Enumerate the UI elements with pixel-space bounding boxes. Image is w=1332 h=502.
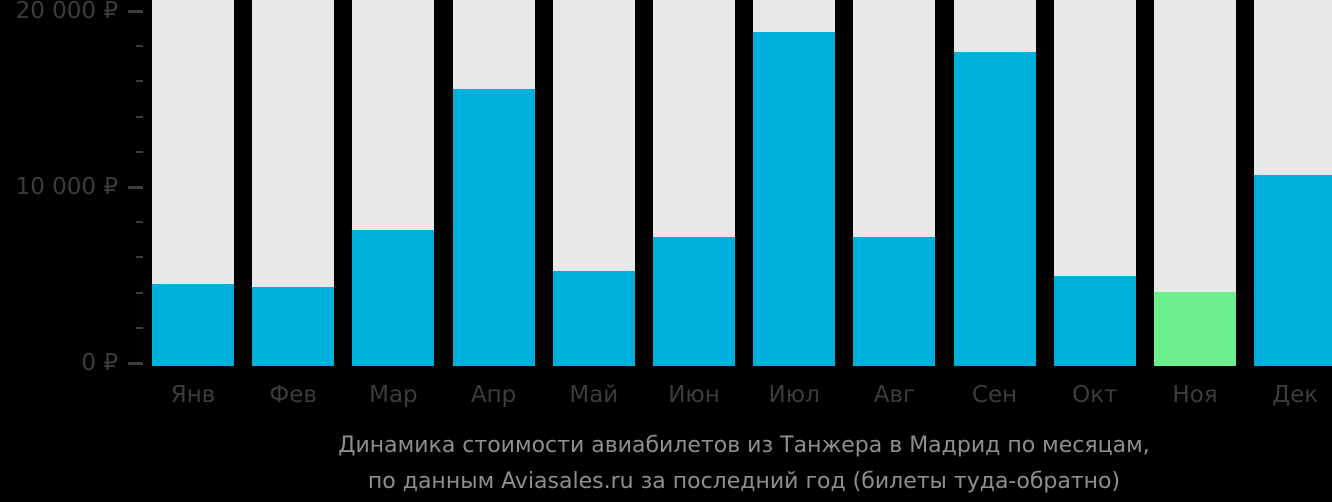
chart-title-line2: по данным Aviasales.ru за последний год … — [367, 469, 1121, 494]
y-axis-major-tick — [128, 362, 143, 365]
x-axis-label: Фев — [269, 382, 317, 408]
bar — [552, 271, 635, 366]
y-axis-label: 0 ₽ — [81, 350, 118, 376]
bar — [1254, 175, 1332, 366]
x-axis-label: Ноя — [1172, 382, 1218, 408]
x-axis-label: Июн — [668, 382, 720, 408]
chart-title-line1: Динамика стоимости авиабилетов из Танжер… — [338, 433, 1150, 458]
x-axis-label: Авг — [873, 382, 916, 408]
bar — [1053, 276, 1136, 366]
x-axis-label: Июл — [768, 382, 820, 408]
y-axis-minor-tick — [136, 45, 143, 48]
y-axis-major-tick — [128, 10, 143, 13]
bar-highlighted — [1154, 292, 1236, 366]
y-axis-label: 10 000 ₽ — [15, 174, 118, 200]
x-axis-label: Окт — [1072, 382, 1118, 408]
x-axis-label: Янв — [170, 382, 216, 408]
x-axis-label: Дек — [1272, 382, 1319, 408]
y-axis-minor-tick — [136, 326, 143, 329]
bar — [452, 89, 535, 366]
y-axis-minor-tick — [136, 291, 143, 294]
bar — [352, 230, 435, 366]
y-axis-minor-tick — [136, 115, 143, 118]
y-axis-label: 20 000 ₽ — [15, 0, 118, 24]
bar — [152, 284, 234, 366]
y-axis-major-tick — [128, 186, 143, 189]
y-axis-minor-tick — [136, 221, 143, 224]
bar — [853, 237, 936, 366]
y-axis-minor-tick — [136, 150, 143, 153]
x-axis-label: Май — [569, 382, 619, 408]
x-axis-label: Мар — [369, 382, 418, 408]
bar — [653, 237, 735, 366]
bar — [753, 32, 836, 366]
bar — [953, 51, 1036, 366]
x-axis-label: Сен — [971, 382, 1018, 408]
y-axis-minor-tick — [136, 80, 143, 83]
x-axis-label: Апр — [470, 382, 517, 408]
bar — [252, 287, 335, 366]
y-axis-minor-tick — [136, 256, 143, 259]
